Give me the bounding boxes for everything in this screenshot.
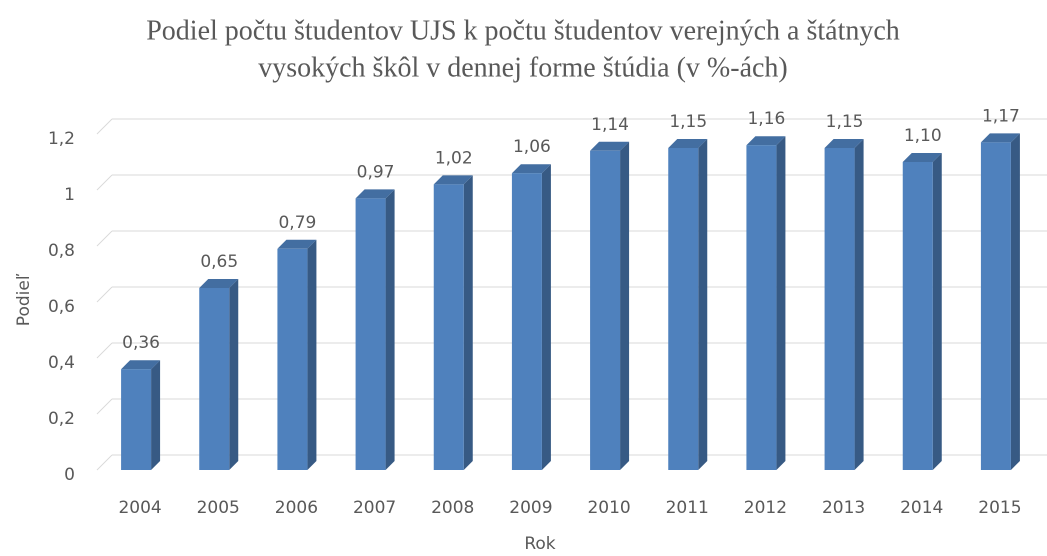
bar-side: [385, 189, 395, 470]
bar-side: [854, 139, 864, 470]
bar-top: [824, 139, 864, 148]
data-label: 1,02: [435, 148, 473, 168]
bar-top: [668, 139, 708, 148]
data-label: 1,15: [669, 112, 707, 132]
bar: [277, 248, 308, 470]
bar: [746, 145, 777, 470]
grid-line: [96, 286, 113, 303]
bar-top: [980, 133, 1020, 143]
bar-top: [902, 153, 942, 162]
bar: [590, 150, 621, 471]
y-axis-label: Podieľ: [14, 273, 34, 326]
bar-top: [355, 189, 395, 199]
bar-side: [229, 279, 239, 470]
x-tick-label: 2006: [275, 498, 318, 518]
bar-top: [433, 175, 473, 185]
bar: [824, 148, 855, 470]
bar-top: [746, 136, 786, 146]
y-tick-label: 0,6: [48, 297, 75, 317]
data-label: 1,17: [982, 106, 1020, 126]
data-label: 0,65: [200, 252, 238, 272]
bar-side: [620, 141, 630, 471]
x-tick-label: 2014: [900, 498, 943, 518]
y-tick-label: 0,8: [48, 241, 75, 261]
y-tick-label: 0,2: [48, 409, 75, 429]
y-tick-label: 0,4: [48, 353, 75, 373]
data-label: 1,15: [826, 112, 864, 132]
grid-line: [96, 174, 113, 191]
bar-side: [776, 136, 786, 470]
x-tick-label: 2013: [822, 498, 865, 518]
x-tick-label: 2009: [509, 498, 552, 518]
data-label: 0,36: [122, 333, 160, 353]
data-label: 0,79: [278, 213, 316, 233]
bar-side: [1010, 133, 1020, 470]
bar-top: [511, 164, 551, 174]
x-tick-label: 2007: [353, 498, 396, 518]
bar: [121, 369, 152, 470]
grid-line: [96, 454, 113, 471]
x-tick-label: 2005: [197, 498, 240, 518]
chart-title: Podiel počtu študentov UJS k počtu štude…: [146, 15, 900, 46]
data-label: 1,14: [591, 115, 629, 135]
x-tick-label: 2010: [587, 498, 630, 518]
grid-line: [96, 230, 113, 247]
chart-title: vysokých škôl v dennej forme štúdia (v %…: [258, 52, 788, 83]
bar-top: [121, 360, 161, 370]
bar: [433, 184, 464, 470]
bar-side: [541, 164, 551, 470]
y-tick-label: 1,2: [48, 129, 75, 149]
bar-top: [199, 279, 239, 288]
y-tick-label: 0: [64, 465, 75, 485]
bar-side: [932, 153, 942, 470]
x-tick-label: 2011: [666, 498, 709, 518]
data-label: 1,10: [904, 126, 942, 146]
data-label: 1,06: [513, 137, 551, 157]
x-tick-label: 2008: [431, 498, 474, 518]
grid-line: [96, 398, 113, 415]
data-label: 1,16: [747, 109, 785, 129]
x-tick-label: 2012: [744, 498, 787, 518]
bar-top: [590, 141, 630, 151]
x-tick-label: 2015: [978, 498, 1021, 518]
bar: [355, 198, 386, 470]
bar: [980, 142, 1011, 470]
bar-side: [463, 175, 473, 470]
bar: [668, 148, 699, 470]
x-tick-label: 2004: [118, 498, 161, 518]
bar-top: [277, 239, 317, 249]
bar-side: [698, 139, 708, 470]
bar-side: [307, 239, 317, 470]
bar: [199, 288, 230, 470]
grid-line: [96, 118, 113, 135]
bar-side: [151, 360, 161, 470]
y-tick-label: 1: [64, 185, 75, 205]
bar: [511, 173, 542, 470]
grid-line: [96, 342, 113, 359]
bar: [902, 162, 933, 470]
x-axis-label: Rok: [524, 534, 555, 554]
data-label: 0,97: [357, 162, 395, 182]
